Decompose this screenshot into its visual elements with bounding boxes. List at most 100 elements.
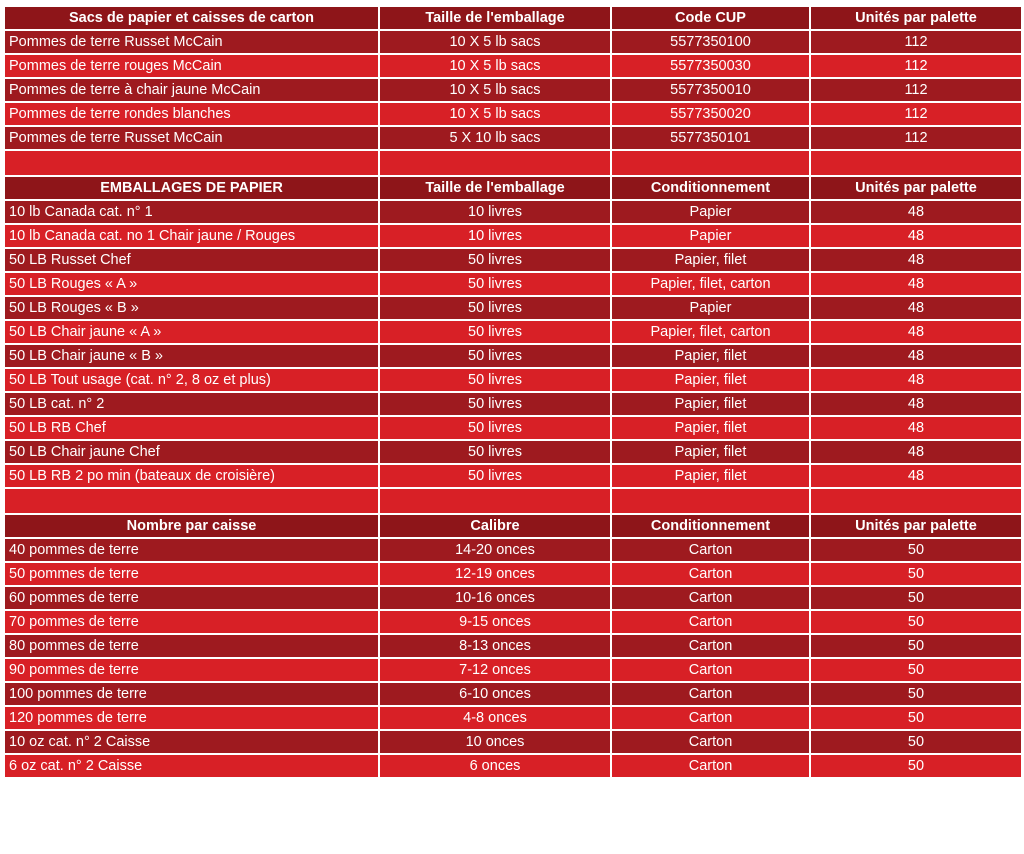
table-cell: 10 X 5 lb sacs bbox=[378, 53, 612, 79]
table-row: 6 oz cat. n° 2 Caisse 6 onces Carton 50 bbox=[3, 753, 1023, 779]
spacer-cell bbox=[809, 149, 1023, 177]
column-header: Code CUP bbox=[610, 5, 811, 31]
table-cell: 10 livres bbox=[378, 199, 612, 225]
table-cell: Carton bbox=[610, 705, 811, 731]
table-cell: Papier, filet bbox=[610, 439, 811, 465]
table-cell: 50 livres bbox=[378, 439, 612, 465]
spacer-cell bbox=[378, 149, 612, 177]
table-cell: 10 livres bbox=[378, 223, 612, 249]
spacer-cell bbox=[3, 487, 380, 515]
product-name-cell: 50 LB cat. n° 2 bbox=[3, 391, 380, 417]
table-cell: 112 bbox=[809, 125, 1023, 151]
table-row: 50 LB cat. n° 2 50 livres Papier, filet 48 bbox=[3, 391, 1023, 417]
product-name-cell: 10 lb Canada cat. no 1 Chair jaune / Rou… bbox=[3, 223, 380, 249]
table-cell: Papier bbox=[610, 199, 811, 225]
table-cell: 7-12 onces bbox=[378, 657, 612, 683]
column-header: Calibre bbox=[378, 513, 612, 539]
table-cell: 6 onces bbox=[378, 753, 612, 779]
table-row: 50 LB Rouges « B » 50 livres Papier 48 bbox=[3, 295, 1023, 321]
table-cell: 112 bbox=[809, 53, 1023, 79]
column-header: Sacs de papier et caisses de carton bbox=[3, 5, 380, 31]
table-cell: 5577350020 bbox=[610, 101, 811, 127]
table-cell: 48 bbox=[809, 463, 1023, 489]
product-name-cell: 50 LB Tout usage (cat. n° 2, 8 oz et plu… bbox=[3, 367, 380, 393]
column-header: Nombre par caisse bbox=[3, 513, 380, 539]
table-cell: 50 bbox=[809, 681, 1023, 707]
product-name-cell: 50 LB Rouges « A » bbox=[3, 271, 380, 297]
table-cell: 10 onces bbox=[378, 729, 612, 755]
table-row: 50 pommes de terre 12-19 onces Carton 50 bbox=[3, 561, 1023, 587]
column-header: Unités par palette bbox=[809, 513, 1023, 539]
table-row: 10 oz cat. n° 2 Caisse 10 onces Carton 50 bbox=[3, 729, 1023, 755]
table-cell: Carton bbox=[610, 657, 811, 683]
table-row: Pommes de terre Russet McCain 10 X 5 lb s… bbox=[3, 29, 1023, 55]
product-name-cell: 80 pommes de terre bbox=[3, 633, 380, 659]
product-name-cell: 100 pommes de terre bbox=[3, 681, 380, 707]
table-cell: 112 bbox=[809, 77, 1023, 103]
table-cell: 5 X 10 lb sacs bbox=[378, 125, 612, 151]
table-cell: 48 bbox=[809, 391, 1023, 417]
table-row: 40 pommes de terre 14-20 onces Carton 50 bbox=[3, 537, 1023, 563]
table-cell: 112 bbox=[809, 101, 1023, 127]
table-cell: 50 livres bbox=[378, 415, 612, 441]
spacer-cell bbox=[610, 487, 811, 515]
product-name-cell: 120 pommes de terre bbox=[3, 705, 380, 731]
table-row: 50 LB Tout usage (cat. n° 2, 8 oz et plu… bbox=[3, 367, 1023, 393]
table-cell: Carton bbox=[610, 609, 811, 635]
spacer-cell bbox=[378, 487, 612, 515]
table-row: 70 pommes de terre 9-15 onces Carton 50 bbox=[3, 609, 1023, 635]
table-cell: Papier, filet, carton bbox=[610, 271, 811, 297]
table-cell: 50 bbox=[809, 585, 1023, 611]
product-name-cell: 50 LB Rouges « B » bbox=[3, 295, 380, 321]
table-cell: Papier, filet, carton bbox=[610, 319, 811, 345]
section-header-row: Nombre par caisse Calibre Conditionnement U… bbox=[3, 513, 1023, 539]
table-cell: 4-8 onces bbox=[378, 705, 612, 731]
table-cell: Papier bbox=[610, 223, 811, 249]
table-cell: 9-15 onces bbox=[378, 609, 612, 635]
table-row: 50 LB RB Chef 50 livres Papier, filet 48 bbox=[3, 415, 1023, 441]
table-row: Pommes de terre Russet McCain 5 X 10 lb s… bbox=[3, 125, 1023, 151]
section-header-row: Sacs de papier et caisses de carton Taill… bbox=[3, 5, 1023, 31]
table-cell: 50 bbox=[809, 729, 1023, 755]
product-name-cell: 70 pommes de terre bbox=[3, 609, 380, 635]
product-name-cell: Pommes de terre rondes blanches bbox=[3, 101, 380, 127]
product-tables: Sacs de papier et caisses de carton Taill… bbox=[3, 5, 1023, 779]
table-cell: 50 livres bbox=[378, 367, 612, 393]
table-cell: Papier, filet bbox=[610, 247, 811, 273]
table-cell: 5577350100 bbox=[610, 29, 811, 55]
product-name-cell: 50 LB Russet Chef bbox=[3, 247, 380, 273]
product-name-cell: 50 LB RB Chef bbox=[3, 415, 380, 441]
table-cell: 48 bbox=[809, 319, 1023, 345]
table-row: 50 LB Rouges « A » 50 livres Papier, filet… bbox=[3, 271, 1023, 297]
table-cell: 50 bbox=[809, 561, 1023, 587]
table-row: 10 lb Canada cat. no 1 Chair jaune / Rou… bbox=[3, 223, 1023, 249]
table-cell: 50 livres bbox=[378, 343, 612, 369]
table-cell: Carton bbox=[610, 585, 811, 611]
column-header: Conditionnement bbox=[610, 513, 811, 539]
table-cell: 50 bbox=[809, 609, 1023, 635]
product-name-cell: 50 LB RB 2 po min (bateaux de croisière) bbox=[3, 463, 380, 489]
table-cell: 5577350101 bbox=[610, 125, 811, 151]
section-spacer-row bbox=[3, 149, 1023, 177]
table-row: 80 pommes de terre 8-13 onces Carton 50 bbox=[3, 633, 1023, 659]
table-cell: 48 bbox=[809, 343, 1023, 369]
column-header: Taille de l'emballage bbox=[378, 5, 612, 31]
spacer-cell bbox=[3, 149, 380, 177]
column-header: Unités par palette bbox=[809, 5, 1023, 31]
table-cell: 48 bbox=[809, 415, 1023, 441]
column-header: Conditionnement bbox=[610, 175, 811, 201]
table-cell: Carton bbox=[610, 681, 811, 707]
table-row: 90 pommes de terre 7-12 onces Carton 50 bbox=[3, 657, 1023, 683]
table-cell: 50 livres bbox=[378, 319, 612, 345]
table-cell: Carton bbox=[610, 633, 811, 659]
table-row: 50 LB Chair jaune Chef 50 livres Papier, f… bbox=[3, 439, 1023, 465]
table-row: Pommes de terre à chair jaune McCain 10 X… bbox=[3, 77, 1023, 103]
product-name-cell: 50 LB Chair jaune « B » bbox=[3, 343, 380, 369]
packaging-table: Sacs de papier et caisses de carton Taill… bbox=[3, 5, 1023, 779]
product-name-cell: Pommes de terre à chair jaune McCain bbox=[3, 77, 380, 103]
table-cell: 14-20 onces bbox=[378, 537, 612, 563]
product-name-cell: Pommes de terre rouges McCain bbox=[3, 53, 380, 79]
table-cell: 50 bbox=[809, 753, 1023, 779]
table-row: Pommes de terre rouges McCain 10 X 5 lb s… bbox=[3, 53, 1023, 79]
product-name-cell: 90 pommes de terre bbox=[3, 657, 380, 683]
